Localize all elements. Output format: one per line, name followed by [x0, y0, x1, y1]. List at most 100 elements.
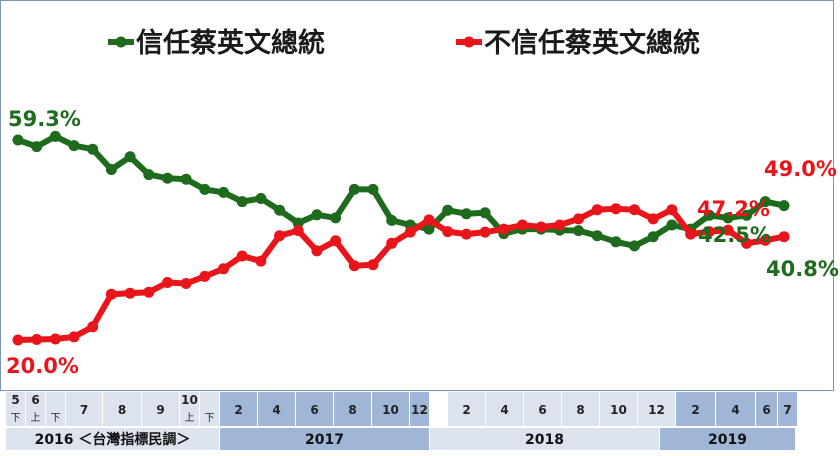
month-tick-label: 7 [80, 403, 88, 417]
month-tick-label: 6 [310, 403, 318, 417]
legend-item-distrust: 不信任蔡英文總統 [456, 27, 700, 59]
data-point [236, 250, 248, 262]
data-point [162, 172, 173, 184]
month-cell-bg [66, 392, 102, 426]
year-cell: 2018 [430, 428, 659, 450]
data-label: 47.2% [697, 197, 770, 221]
data-point [722, 212, 734, 224]
month-cell-bg [220, 392, 257, 426]
year-cell: 2016 ＜台灣指標民調＞ [6, 428, 219, 450]
data-point [460, 228, 472, 240]
month-tick-label: 2 [462, 403, 470, 417]
data-point [68, 331, 80, 343]
month-cell: 8 [562, 392, 599, 426]
month-cell: 7 [66, 392, 102, 426]
month-half-label: 上 [185, 412, 195, 424]
month-tick-label: 4 [272, 403, 280, 417]
month-tick-label: 7 [783, 403, 791, 417]
month-cell: 4 [716, 392, 755, 426]
month-cell: 12 [638, 392, 675, 426]
month-cell: 6 [296, 392, 333, 426]
data-point [573, 213, 584, 225]
month-cell-bg [26, 392, 45, 426]
month-cell-bg [372, 392, 409, 426]
month-tick-label: 6 [762, 403, 770, 417]
month-cell-bg [200, 392, 219, 426]
month-half-label: 下 [51, 413, 61, 424]
data-point [610, 236, 622, 248]
month-cell: 12 [410, 392, 429, 426]
data-labels: 59.3% 20.0% 42.5% 40.8% 47.2% 49.0% [6, 107, 839, 378]
month-cell: 2 [676, 392, 715, 426]
data-point [292, 217, 304, 229]
month-tick-label: 10 [181, 393, 198, 407]
data-point [31, 334, 43, 345]
month-cell-bg [448, 392, 485, 426]
data-point [404, 226, 416, 238]
data-point [143, 169, 155, 181]
data-point [647, 213, 659, 225]
data-point [666, 219, 678, 231]
year-cell: 2017 [220, 428, 429, 450]
month-cell: 8 [103, 392, 141, 426]
data-label: 40.8% [766, 257, 839, 281]
legend: 信任蔡英文總統 不信任蔡英文總統 [108, 27, 700, 59]
data-point [12, 134, 24, 146]
data-point [741, 237, 753, 249]
month-cell: 2 [448, 392, 485, 426]
data-point [31, 141, 43, 153]
data-label: 42.5% [698, 223, 771, 247]
month-cell-bg [334, 392, 371, 426]
month-cell-bg [716, 392, 755, 426]
month-cell: 8 [334, 392, 371, 426]
data-point [759, 196, 771, 208]
data-point [610, 203, 622, 215]
month-cell: 6 [524, 392, 561, 426]
data-point [68, 140, 80, 152]
data-point [105, 164, 117, 175]
month-tick-label: 10 [610, 403, 627, 417]
data-point [591, 204, 603, 216]
year-cell-bg [220, 428, 429, 450]
month-cell: 10 [372, 392, 409, 426]
data-point [460, 208, 472, 220]
data-point [218, 263, 229, 275]
month-tick-label: 8 [576, 403, 584, 417]
data-point [236, 196, 248, 208]
year-label: 2018 [525, 432, 564, 448]
year-label: 2016 ＜台灣指標民調＞ [35, 431, 191, 448]
data-point [49, 333, 61, 345]
data-point [759, 234, 771, 246]
year-cell: 2019 [660, 428, 795, 450]
month-cell: 4 [486, 392, 523, 426]
data-point [442, 204, 454, 216]
data-point [554, 219, 566, 231]
data-point [348, 260, 360, 272]
legend-swatch-marker [115, 36, 127, 48]
year-label: 2017 [305, 432, 344, 448]
month-tick-label: 9 [156, 403, 164, 417]
data-point [367, 183, 379, 195]
data-point [423, 223, 435, 235]
month-cell-bg [142, 392, 179, 426]
data-point [535, 221, 547, 233]
data-point [124, 287, 136, 299]
month-cell: 6 [756, 392, 777, 426]
series-trust [12, 130, 790, 252]
legend-label: 不信任蔡英文總統 [484, 27, 700, 59]
data-point [124, 151, 136, 163]
plot-border [0, 0, 834, 391]
data-point [722, 224, 734, 236]
data-point [105, 288, 117, 300]
data-point [255, 255, 267, 267]
month-cell-bg [6, 392, 25, 426]
data-point [199, 183, 211, 195]
data-label: 59.3% [8, 107, 81, 131]
data-point [49, 130, 61, 142]
month-cell-bg [46, 392, 65, 426]
month-tick-label: 4 [731, 403, 739, 417]
data-point [143, 286, 155, 298]
month-cell: 4 [258, 392, 295, 426]
month-tick-label: 8 [348, 403, 356, 417]
